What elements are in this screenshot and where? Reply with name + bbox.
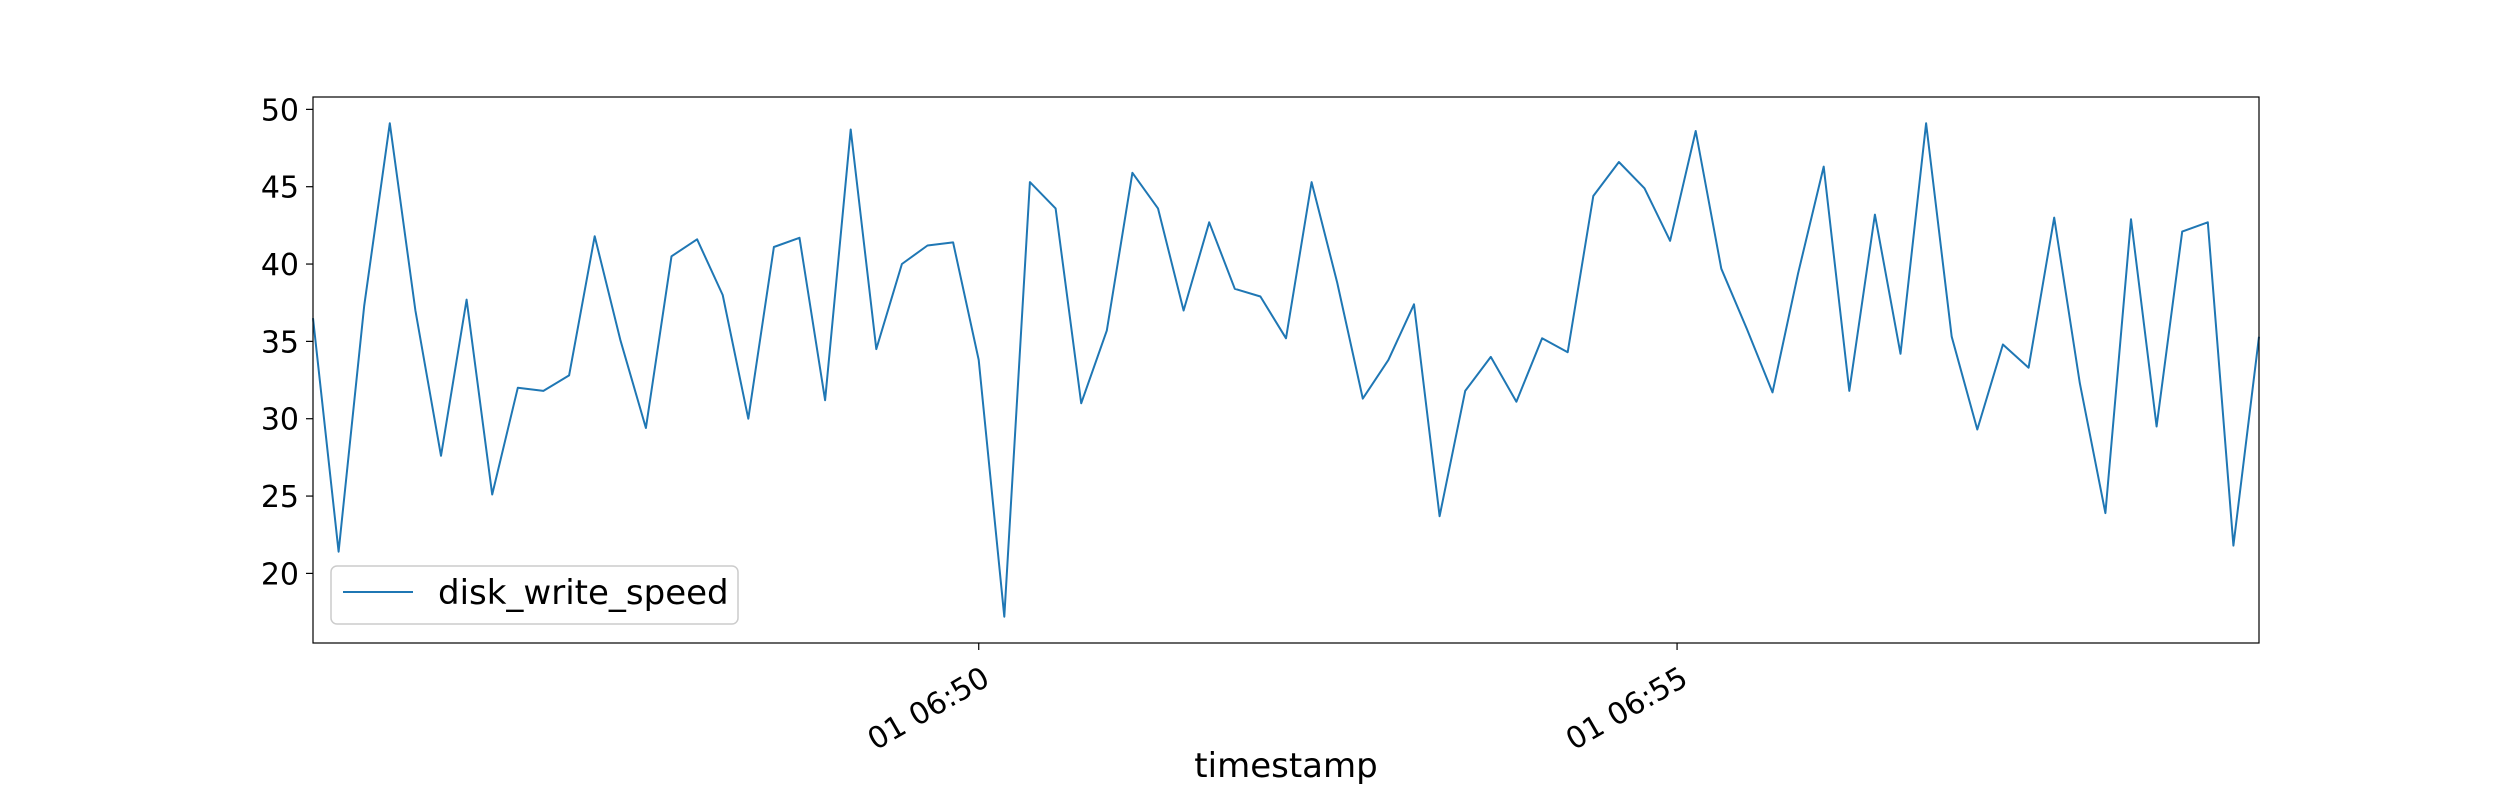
y-axis: 20 25 30 35 40 45 50 <box>261 93 313 592</box>
plot-area <box>312 122 2260 618</box>
legend-label: disk_write_speed <box>438 573 729 613</box>
y-tick-label: 50 <box>261 93 299 128</box>
series-line-disk_write_speed <box>312 122 2260 618</box>
x-axis-label: timestamp <box>1194 746 1377 786</box>
y-tick-label: 40 <box>261 248 299 283</box>
legend: disk_write_speed <box>330 565 739 625</box>
y-tick-label: 35 <box>261 325 299 360</box>
y-tick-label: 30 <box>261 403 299 438</box>
y-tick-label: 45 <box>261 171 299 206</box>
y-tick-label: 25 <box>261 480 299 515</box>
y-tick-label: 20 <box>261 557 299 592</box>
legend-box <box>330 565 739 625</box>
plot-frame <box>312 96 2260 644</box>
